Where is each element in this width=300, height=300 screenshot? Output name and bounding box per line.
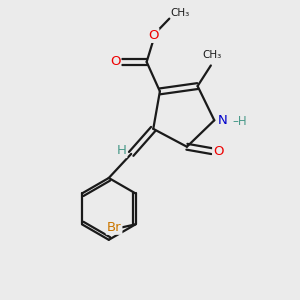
Text: N: N: [218, 114, 227, 127]
Text: H: H: [117, 144, 127, 158]
Text: CH₃: CH₃: [171, 8, 190, 18]
Text: O: O: [148, 29, 158, 42]
Text: O: O: [110, 56, 120, 68]
Text: Br: Br: [107, 221, 122, 234]
Text: O: O: [213, 145, 224, 158]
Text: –H: –H: [232, 115, 247, 128]
Text: CH₃: CH₃: [203, 50, 222, 60]
